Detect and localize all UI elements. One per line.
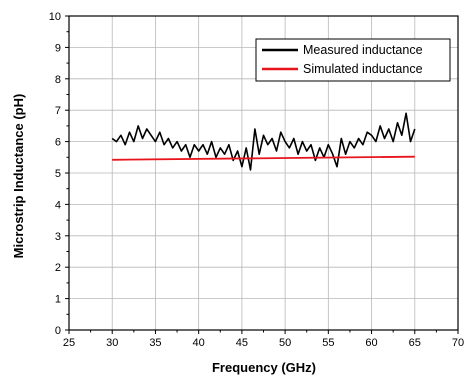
legend-label-measured: Measured inductance	[303, 43, 423, 57]
y-tick-label: 8	[55, 74, 61, 86]
legend-label-simulated: Simulated inductance	[303, 62, 423, 76]
series-group	[111, 112, 416, 171]
y-tick-label: 6	[55, 137, 61, 149]
x-tick-label: 70	[452, 337, 464, 349]
x-tick-label: 55	[322, 337, 334, 349]
x-tick-label: 50	[279, 337, 291, 349]
y-tick-label: 3	[55, 231, 61, 243]
y-tick-label: 2	[55, 262, 61, 274]
series-measured-line	[111, 112, 416, 171]
legend-box	[255, 38, 451, 82]
axis-ticks	[65, 15, 459, 334]
x-tick-label: 45	[236, 337, 248, 349]
y-tick-label: 9	[55, 42, 61, 54]
x-tick-label: 60	[365, 337, 377, 349]
y-tick-label: 5	[55, 168, 61, 180]
y-tick-label: 1	[55, 294, 61, 306]
series-simulated-line	[112, 155, 415, 161]
y-tick-label: 4	[55, 199, 61, 211]
x-tick-label: 35	[149, 337, 161, 349]
y-axis-title: Microstrip Inductance (pH)	[11, 94, 26, 259]
x-tick-label: 40	[193, 337, 205, 349]
y-tick-label: 7	[55, 105, 61, 117]
x-axis-title: Frequency (GHz)	[212, 360, 316, 375]
x-tick-label: 30	[106, 337, 118, 349]
y-tick-label: 0	[55, 325, 61, 337]
y-tick-label: 10	[49, 11, 61, 23]
x-tick-label: 25	[63, 337, 75, 349]
legend: Measured inductance Simulated inductance	[255, 38, 451, 82]
x-tick-label: 65	[409, 337, 421, 349]
